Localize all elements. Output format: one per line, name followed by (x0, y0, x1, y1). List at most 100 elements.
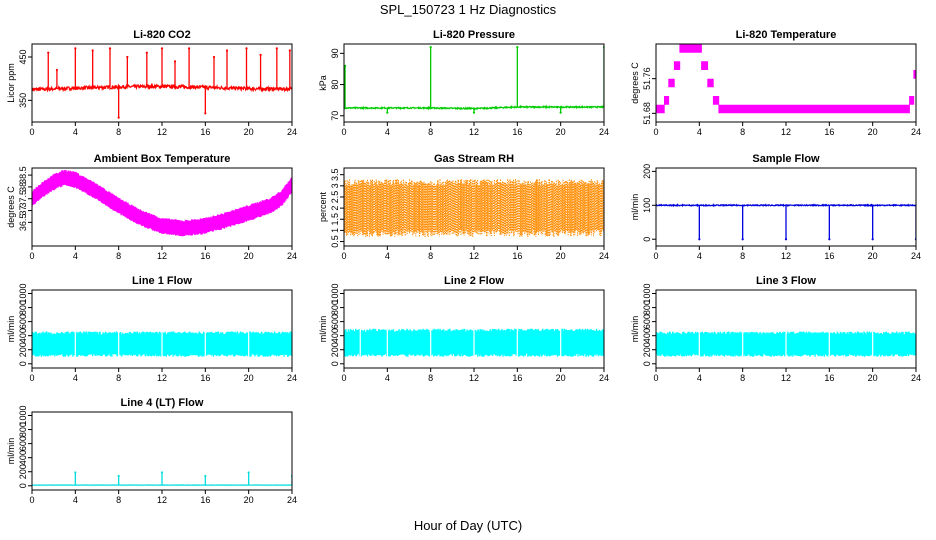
y-tick-label-line4-2: 400 (18, 450, 28, 465)
figure-x-axis-label: Hour of Day (UTC) (413, 518, 523, 533)
panel-title-licor_temp: Li-820 Temperature (736, 29, 837, 41)
y-axis-label-box_temp: degrees C (6, 186, 16, 228)
y-tick-label-sample_flow-1: 100 (642, 198, 652, 213)
x-tick-label-rh-1: 4 (385, 251, 390, 261)
y-tick-label-line4-3: 600 (18, 436, 28, 451)
y-tick-label-rh-2: 1.5 (330, 213, 340, 226)
x-tick-label-line3-5: 20 (868, 373, 878, 383)
y-tick-label-line4-1: 200 (18, 464, 28, 479)
x-tick-label-pressure-3: 12 (469, 127, 479, 137)
y-tick-label-sample_flow-0: 0 (642, 237, 652, 242)
x-tick-label-licor_temp-2: 8 (740, 127, 745, 137)
spike-point-line4-3 (204, 474, 207, 478)
x-tick-label-line4-1: 4 (73, 495, 78, 505)
x-tick-label-line4-0: 0 (29, 495, 34, 505)
x-tick-label-sample_flow-1: 4 (697, 251, 702, 261)
x-tick-label-pressure-4: 16 (512, 127, 522, 137)
y-axis-label-licor_temp: degrees C (630, 62, 640, 104)
x-tick-label-licor_temp-6: 24 (911, 127, 921, 137)
series-rh (344, 179, 604, 238)
spike-point-sample_flow-0 (698, 238, 701, 241)
spike-point-co2-0 (47, 51, 50, 54)
x-tick-label-pressure-0: 0 (341, 127, 346, 137)
x-tick-label-line3-1: 4 (697, 373, 702, 383)
y-tick-label-line2-3: 600 (330, 314, 340, 329)
y-tick-label-line3-4: 800 (642, 300, 652, 315)
spike-point-co2-14 (245, 47, 248, 50)
spike-point-line4-4 (247, 471, 250, 474)
spike-point-pressure-4 (516, 46, 519, 49)
y-tick-label-licor_temp-1: 51.76 (642, 67, 652, 90)
x-tick-label-licor_temp-0: 0 (653, 127, 658, 137)
x-tick-label-box_temp-0: 0 (29, 251, 34, 261)
x-tick-label-co2-3: 12 (157, 127, 167, 137)
x-tick-label-rh-6: 24 (599, 251, 609, 261)
y-tick-label-line1-1: 200 (18, 342, 28, 357)
y-tick-label-line1-3: 600 (18, 314, 28, 329)
x-tick-label-sample_flow-0: 0 (653, 251, 658, 261)
spike-point-pressure-3 (472, 111, 476, 114)
x-tick-label-co2-5: 20 (244, 127, 254, 137)
y-tick-label-line3-0: 0 (642, 361, 652, 366)
x-tick-label-line3-2: 8 (740, 373, 745, 383)
spike-point-co2-4 (108, 47, 112, 50)
spike-point-pressure-0 (344, 64, 347, 67)
y-tick-label-pressure-1: 80 (330, 80, 340, 90)
x-tick-label-pressure-1: 4 (385, 127, 390, 137)
x-tick-label-rh-0: 0 (341, 251, 346, 261)
y-axis-label-line3: ml/min (630, 316, 640, 343)
y-axis-label-sample_flow: ml/min (630, 194, 640, 221)
y-tick-label-rh-3: 2 (330, 206, 340, 211)
spike-point-sample_flow-2 (784, 238, 788, 241)
y-tick-label-line3-2: 400 (642, 328, 652, 343)
x-tick-label-line1-4: 16 (200, 373, 210, 383)
y-tick-label-licor_temp-0: 51.68 (642, 102, 652, 125)
panel-title-line4: Line 4 (LT) Flow (121, 397, 204, 409)
x-tick-label-sample_flow-4: 16 (824, 251, 834, 261)
panel-title-line2: Line 2 Flow (444, 275, 504, 287)
spike-point-sample_flow-3 (828, 238, 831, 241)
series-co2 (32, 47, 292, 119)
spike-point-co2-5 (117, 116, 120, 119)
y-tick-label-line4-0: 0 (18, 483, 28, 488)
y-tick-label-line2-1: 200 (330, 342, 340, 357)
x-tick-label-line4-3: 12 (157, 495, 167, 505)
y-axis-label-line2: ml/min (318, 316, 328, 343)
spike-point-sample_flow-4 (871, 238, 874, 241)
spike-point-pressure-5 (559, 111, 562, 114)
series-line2 (344, 328, 604, 357)
x-tick-label-co2-4: 16 (200, 127, 210, 137)
y-tick-label-box_temp-1: 37 (18, 206, 28, 216)
series-line1 (32, 331, 292, 357)
y-tick-label-co2-1: 450 (18, 49, 28, 64)
x-tick-label-line2-0: 0 (341, 373, 346, 383)
panel-title-co2: Li-820 CO2 (133, 29, 190, 41)
y-axis-label-pressure: kPa (318, 75, 328, 91)
spike-point-line4-0 (74, 471, 77, 474)
x-tick-label-line1-6: 24 (287, 373, 297, 383)
x-tick-label-licor_temp-3: 12 (781, 127, 791, 137)
spike-point-pressure-1 (386, 111, 389, 114)
x-tick-label-sample_flow-5: 20 (868, 251, 878, 261)
figure-title: SPL_150723 1 Hz Diagnostics (379, 2, 557, 17)
x-tick-label-box_temp-3: 12 (157, 251, 167, 261)
panel-pressure: Li-820 Pressure 0 4 8 12 16 20 24 70 80 90 kPa (318, 29, 609, 137)
spike-point-co2-10 (187, 47, 191, 50)
x-tick-label-box_temp-1: 4 (73, 251, 78, 261)
x-tick-label-co2-0: 0 (29, 127, 34, 137)
x-tick-label-line1-0: 0 (29, 373, 34, 383)
y-tick-label-rh-5: 3 (330, 183, 340, 188)
spike-point-line4-1 (117, 474, 120, 478)
panel-rh: Gas Stream RH 0 4 8 12 16 20 24 0.5 1 1.5 2 2.5 3 3.5p… (318, 153, 609, 261)
spike-point-co2-16 (275, 47, 278, 50)
y-axis-label-co2: Licor ppm (6, 63, 16, 103)
x-tick-label-sample_flow-3: 12 (781, 251, 791, 261)
series-pressure (344, 46, 604, 114)
series-box_temp (32, 169, 292, 237)
spike-point-co2-2 (74, 47, 77, 50)
y-tick-label-rh-0: 0.5 (330, 235, 340, 248)
y-tick-label-line2-2: 400 (330, 328, 340, 343)
x-tick-label-line4-4: 16 (200, 495, 210, 505)
